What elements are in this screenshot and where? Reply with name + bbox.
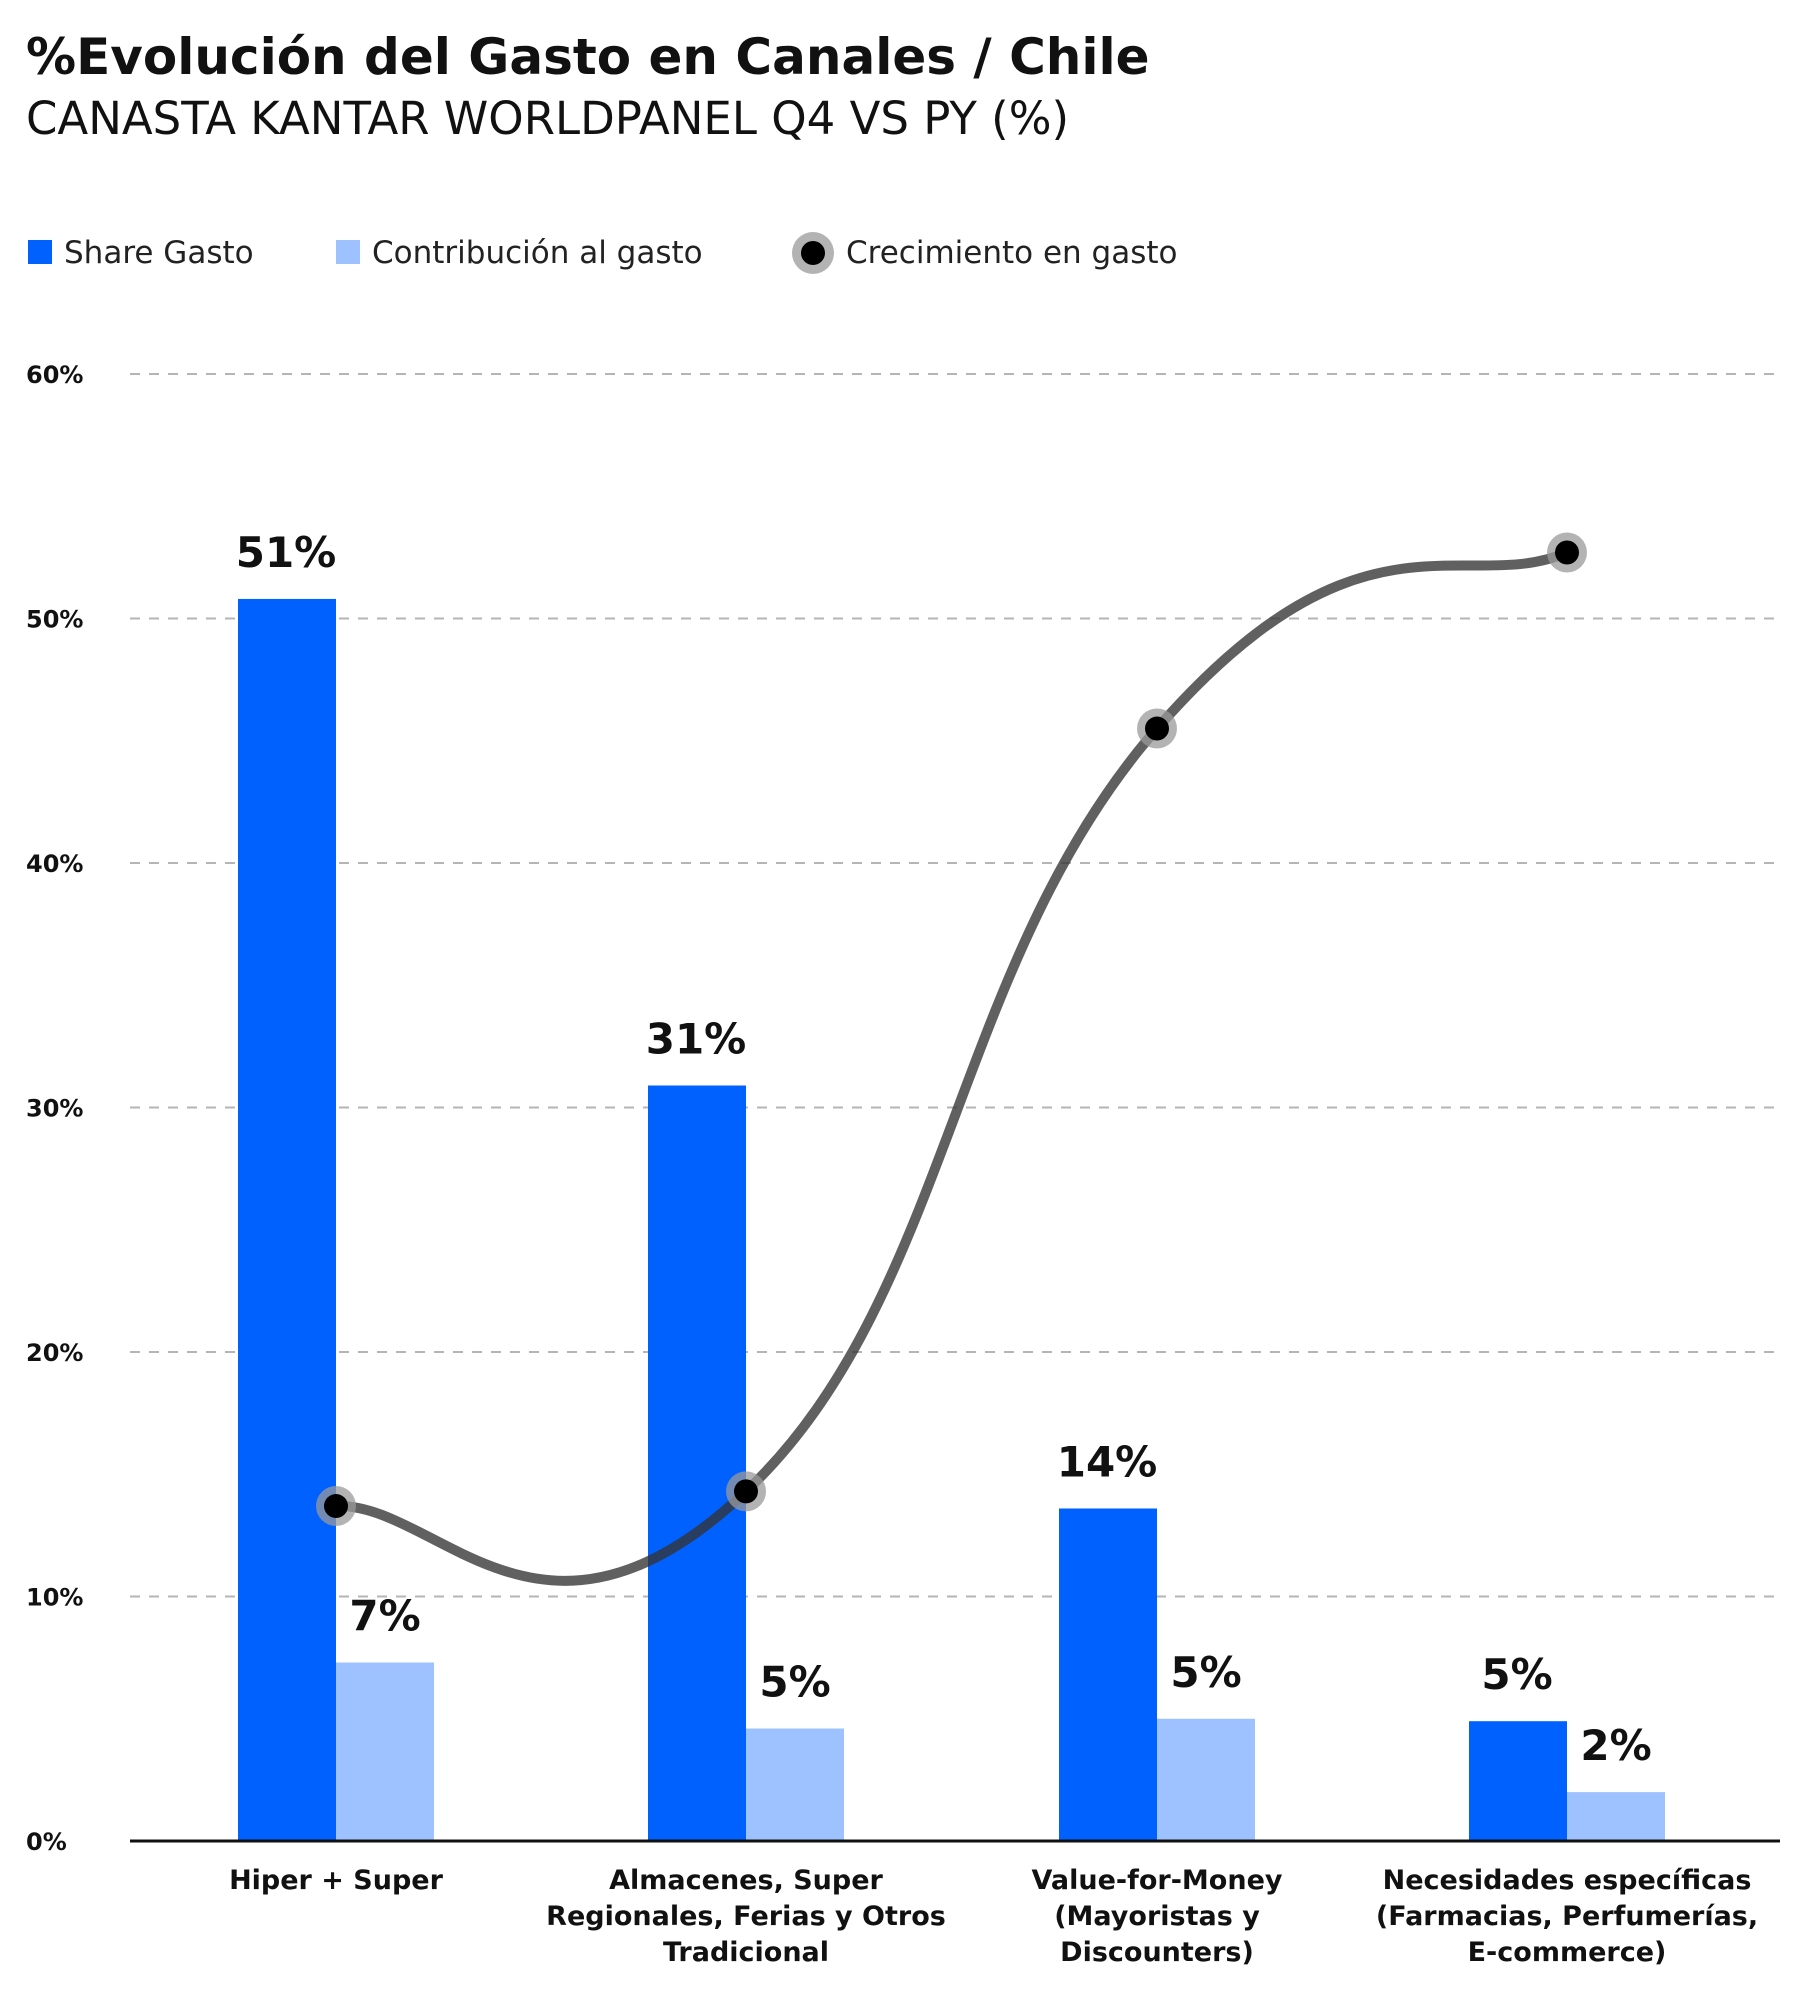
- bar-share-gasto: [648, 1085, 746, 1841]
- y-tick-label: 20%: [26, 1339, 83, 1367]
- legend-label-crecimiento: Crecimiento en gasto: [846, 235, 1177, 271]
- growth-point: [1555, 540, 1579, 565]
- bar-share-gasto: [1059, 1508, 1157, 1841]
- bar-contribucion: [746, 1728, 844, 1841]
- bar-share-gasto: [1469, 1721, 1567, 1841]
- x-axis-labels: Hiper + Super Almacenes, Super Regionales,…: [229, 1865, 1758, 1968]
- y-tick-label: 40%: [26, 850, 83, 878]
- chart-subtitle: CANASTA KANTAR WORLDPANEL Q4 VS PY (%): [26, 92, 1070, 145]
- growth-point: [1145, 716, 1169, 741]
- legend: Share Gasto Contribución al gasto Crecimie…: [28, 232, 1177, 274]
- y-tick-label: 50%: [26, 606, 83, 634]
- data-label-contribucion: 5%: [759, 1658, 830, 1707]
- data-labels: 51% 7% 31% 5% 14% 5% 5% 2%: [236, 528, 1652, 1770]
- data-label-share: 51%: [236, 528, 337, 577]
- y-tick-label: 0%: [26, 1828, 67, 1856]
- bars: [238, 598, 1665, 1842]
- category-label: Hiper + Super: [229, 1865, 444, 1896]
- data-label-contribucion: 2%: [1580, 1721, 1651, 1770]
- data-label-share: 5%: [1481, 1650, 1552, 1699]
- legend-swatch-contribucion: [336, 240, 360, 264]
- data-label-share: 14%: [1057, 1437, 1158, 1486]
- legend-swatch-crecimiento: [801, 241, 825, 265]
- legend-swatch-share: [28, 240, 52, 264]
- category-label: Regionales, Ferias y Otros: [546, 1901, 946, 1932]
- data-label-contribucion: 5%: [1170, 1648, 1241, 1697]
- category-label: Almacenes, Super: [609, 1865, 883, 1896]
- growth-line: [316, 532, 1587, 1586]
- y-tick-label: 30%: [26, 1095, 83, 1123]
- growth-point: [324, 1494, 348, 1519]
- category-label: E-commerce): [1468, 1937, 1667, 1968]
- legend-label-share: Share Gasto: [64, 235, 254, 271]
- data-label-contribucion: 7%: [349, 1592, 420, 1641]
- category-label: (Farmacias, Perfumerías,: [1376, 1901, 1758, 1932]
- legend-label-contribucion: Contribución al gasto: [372, 235, 703, 271]
- y-tick-label: 10%: [26, 1584, 83, 1612]
- chart-title: %Evolución del Gasto en Canales / Chile: [26, 28, 1150, 86]
- growth-line-path: [331, 547, 1572, 1586]
- data-label-share: 31%: [646, 1014, 747, 1063]
- y-tick-label: 60%: [26, 361, 83, 389]
- category-label: Value-for-Money: [1031, 1865, 1282, 1896]
- bar-contribucion: [1567, 1792, 1665, 1841]
- category-label: Discounters): [1060, 1937, 1254, 1968]
- y-axis: 60% 50% 40% 30% 20% 10% 0%: [26, 361, 83, 1856]
- category-label: Tradicional: [663, 1937, 829, 1968]
- growth-point: [734, 1479, 758, 1504]
- category-label: (Mayoristas y: [1054, 1901, 1260, 1932]
- bar-share-gasto: [238, 598, 336, 1842]
- bar-contribucion: [336, 1662, 434, 1841]
- bar-contribucion: [1157, 1718, 1255, 1841]
- category-label: Necesidades específicas: [1383, 1865, 1752, 1896]
